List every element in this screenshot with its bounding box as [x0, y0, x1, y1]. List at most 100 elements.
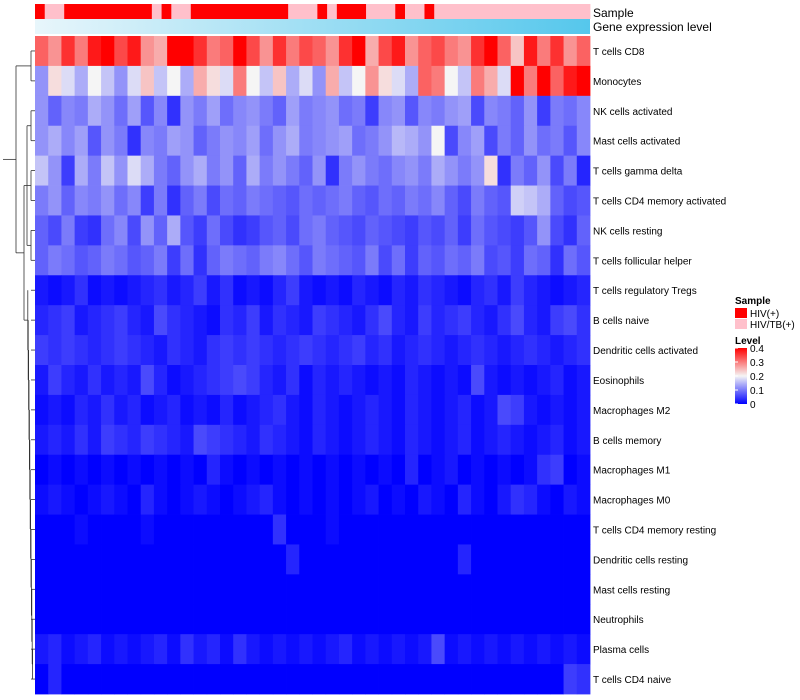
heatmap-cell [193, 245, 208, 276]
heatmap-cell [325, 634, 340, 665]
heatmap-cell [286, 305, 300, 336]
heatmap-cell [48, 484, 62, 515]
heatmap-cell [365, 215, 379, 246]
heatmap-cell [286, 394, 300, 426]
heatmap-cell [338, 155, 353, 186]
heatmap-cell [510, 604, 525, 635]
heatmap-cell [471, 155, 485, 186]
heatmap-cell [259, 484, 274, 515]
heatmap-cell [87, 365, 102, 396]
heatmap-cell [140, 155, 155, 186]
heatmap-cell [101, 634, 115, 665]
heatmap-cell [127, 604, 142, 635]
heatmap-cell [206, 514, 221, 545]
heatmap-cell [325, 664, 340, 695]
heatmap-cell [418, 155, 432, 186]
heatmap-cell [312, 305, 327, 336]
heatmap-cell [537, 664, 551, 695]
heatmap-cell [286, 514, 300, 545]
heatmap-cell [193, 514, 208, 545]
heatmap-cell [101, 454, 115, 486]
heatmap-cell [220, 335, 234, 366]
sample-cell [229, 4, 240, 19]
heatmap-cell [206, 275, 221, 306]
heatmap-cell [312, 454, 327, 486]
heatmap-cell [286, 454, 300, 486]
heatmap-cell [87, 215, 102, 246]
sample-cell [93, 4, 104, 19]
heatmap-cell [537, 634, 551, 665]
heatmap-cell [537, 95, 551, 127]
heatmap-cell [523, 335, 538, 366]
row-label: NK cells activated [593, 107, 672, 118]
heatmap-cell [35, 65, 49, 97]
heatmap-cell [431, 544, 446, 575]
heatmap-cell [233, 125, 247, 157]
row-label: Neutrophils [593, 615, 644, 626]
heatmap-cell [220, 634, 234, 665]
heatmap-cell [352, 245, 366, 276]
heatmap-cell [193, 365, 208, 396]
heatmap-cell [471, 544, 485, 575]
sample-annotation-track [35, 4, 591, 19]
heatmap-cell [206, 365, 221, 396]
heatmap-cell [61, 514, 76, 545]
heatmap-cell [510, 95, 525, 127]
heatmap-cell [61, 394, 76, 426]
heatmap-cell [220, 185, 234, 216]
heatmap-cell [444, 305, 459, 336]
heatmap-cell [523, 365, 538, 396]
heatmap-cell [550, 335, 564, 366]
heatmap-cell [48, 185, 62, 216]
heatmap-cell [272, 155, 287, 186]
heatmap-cell [338, 215, 353, 246]
heatmap-cell [391, 514, 406, 545]
sample-cell [132, 4, 143, 19]
heatmap-cell [180, 664, 194, 695]
heatmap-cell [325, 574, 340, 605]
sample-cell [473, 4, 484, 19]
heatmap-cell [167, 275, 181, 306]
heatmap-cell [167, 424, 181, 456]
heatmap-cell [272, 95, 287, 127]
heatmap-cell [48, 36, 62, 67]
heatmap-cell [140, 185, 155, 216]
heatmap-cell [127, 484, 142, 515]
heatmap-cell [471, 664, 485, 695]
heatmap-cell [563, 305, 578, 336]
heatmap-cell [220, 604, 234, 635]
heatmap-cell [127, 305, 142, 336]
sample-cell [492, 4, 503, 19]
heatmap-cell [563, 335, 578, 366]
heatmap-cell [338, 185, 353, 216]
heatmap-cell [484, 604, 498, 635]
heatmap-cell [153, 65, 168, 97]
heatmap-cell [246, 185, 261, 216]
heatmap-cell [167, 95, 181, 127]
heatmap-cell [167, 305, 181, 336]
heatmap-cell [537, 454, 551, 486]
heatmap-cell [576, 125, 591, 157]
heatmap-cell [114, 574, 128, 605]
heatmap-cell [352, 454, 366, 486]
heatmap-cell [537, 394, 551, 426]
sample-cell [414, 4, 425, 19]
heatmap-cell [352, 335, 366, 366]
heatmap-cell [140, 245, 155, 276]
heatmap-cell [391, 454, 406, 486]
heatmap-cell [48, 365, 62, 396]
heatmap-cell [550, 155, 564, 186]
heatmap-cell [550, 65, 564, 97]
heatmap-cell [206, 335, 221, 366]
heatmap-cell [338, 95, 353, 127]
heatmap-cell [48, 514, 62, 545]
heatmap-cell [299, 424, 313, 456]
heatmap-cell [418, 125, 432, 157]
heatmap-cell [431, 514, 446, 545]
heatmap-cell [510, 215, 525, 246]
heatmap-cell [497, 454, 512, 486]
heatmap-cell [510, 365, 525, 396]
heatmap-cell [140, 215, 155, 246]
heatmap-cell [405, 245, 419, 276]
heatmap-cell [193, 484, 208, 515]
